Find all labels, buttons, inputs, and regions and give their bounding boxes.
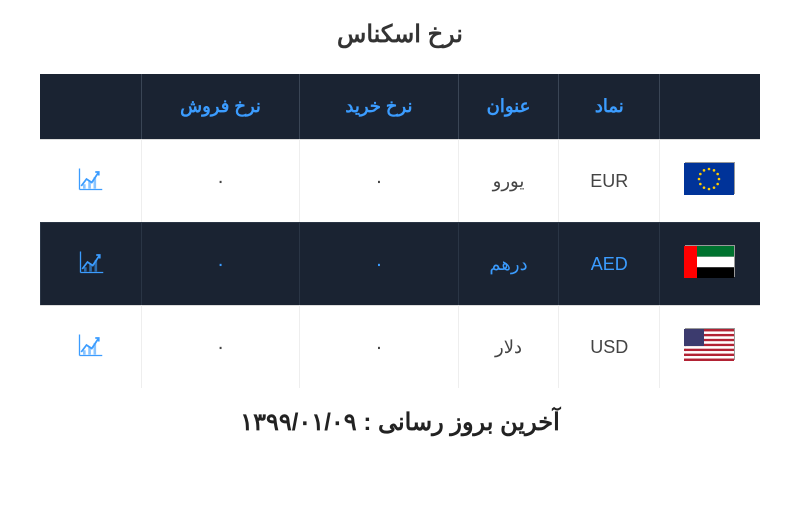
header-symbol: نماد xyxy=(558,74,659,139)
cell-chart xyxy=(40,139,141,222)
ae-flag-icon xyxy=(685,245,735,277)
table-header-row: نماد عنوان نرخ خرید نرخ فروش xyxy=(40,74,760,139)
us-flag-icon xyxy=(685,328,735,360)
cell-code: EUR xyxy=(558,139,659,222)
header-sell: نرخ فروش xyxy=(141,74,299,139)
cell-sell: ۰ xyxy=(141,305,299,388)
header-chart xyxy=(40,74,141,139)
cell-sell: ۰ xyxy=(141,222,299,305)
cell-flag xyxy=(659,139,760,222)
cell-buy: ۰ xyxy=(299,305,457,388)
header-buy: نرخ خرید xyxy=(299,74,457,139)
table-row: USD دلار ۰ ۰ xyxy=(40,305,760,388)
cell-chart xyxy=(40,222,141,305)
table-row: AED درهم ۰ ۰ xyxy=(40,222,760,305)
cell-flag xyxy=(659,305,760,388)
cell-buy: ۰ xyxy=(299,222,457,305)
cell-code: AED xyxy=(558,222,659,305)
chart-icon[interactable] xyxy=(76,248,106,278)
cell-buy: ۰ xyxy=(299,139,457,222)
cell-name: یورو xyxy=(458,139,559,222)
chart-icon[interactable] xyxy=(75,331,105,361)
eu-flag-icon xyxy=(685,162,735,194)
page-title: نرخ اسکناس xyxy=(40,20,760,49)
chart-icon[interactable] xyxy=(75,165,105,195)
cell-name: درهم xyxy=(458,222,559,305)
rates-table: نماد عنوان نرخ خرید نرخ فروش EUR یورو ۰ … xyxy=(40,74,760,388)
cell-name: دلار xyxy=(458,305,559,388)
cell-code: USD xyxy=(558,305,659,388)
table-row: EUR یورو ۰ ۰ xyxy=(40,139,760,222)
header-flag xyxy=(659,74,760,139)
last-update-text: آخرین بروز رسانی : ۱۳۹۹/۰۱/۰۹ xyxy=(40,408,760,437)
cell-flag xyxy=(659,222,760,305)
cell-sell: ۰ xyxy=(141,139,299,222)
header-name: عنوان xyxy=(458,74,559,139)
cell-chart xyxy=(40,305,141,388)
